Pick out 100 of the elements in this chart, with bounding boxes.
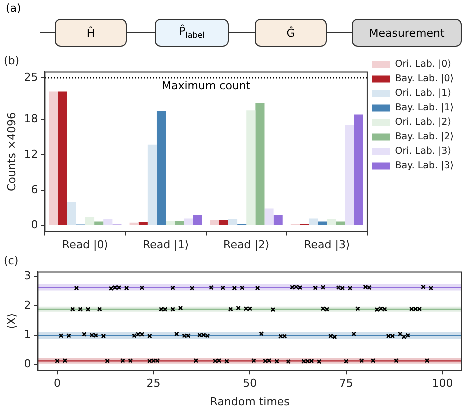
bar	[67, 202, 76, 226]
point	[186, 334, 191, 338]
point	[155, 358, 160, 364]
point	[97, 307, 102, 312]
point	[390, 334, 396, 339]
text: (a)	[6, 2, 22, 15]
point	[140, 332, 145, 337]
point	[320, 306, 326, 312]
bar	[336, 222, 346, 226]
legend-label: Bay. Lab. |2⟩	[395, 132, 454, 143]
bar	[327, 219, 336, 226]
point	[259, 331, 264, 336]
point	[170, 286, 176, 290]
y-axis-title: ⟨X⟩	[5, 313, 18, 330]
point	[136, 332, 141, 337]
bar	[175, 221, 184, 226]
y-tick-label: 25	[24, 70, 38, 84]
point	[216, 358, 222, 364]
point	[282, 334, 288, 339]
x-tick-label: 0	[54, 377, 61, 390]
point	[417, 306, 422, 312]
point	[255, 286, 260, 291]
point	[148, 358, 152, 364]
point	[198, 332, 202, 338]
point	[58, 334, 64, 338]
point	[105, 358, 110, 364]
bar	[264, 208, 274, 226]
point	[367, 285, 372, 290]
legend-label: Bay. Lab. |3⟩	[395, 160, 454, 172]
point	[424, 358, 430, 364]
bar	[246, 110, 256, 226]
point	[116, 285, 122, 290]
point	[170, 307, 176, 312]
x-tick-label: Read |1⟩	[142, 238, 190, 252]
point	[278, 334, 284, 339]
legend-label: Ori. Lab. |0⟩	[395, 59, 452, 70]
text: P̂$_{label}$	[179, 25, 205, 41]
bar	[354, 114, 364, 226]
point	[252, 358, 256, 364]
bar	[219, 220, 228, 226]
point	[248, 306, 253, 312]
point	[174, 332, 180, 337]
point	[148, 334, 152, 339]
point	[224, 359, 230, 364]
bar	[156, 111, 166, 226]
point	[386, 334, 392, 339]
point	[205, 334, 210, 338]
point	[228, 307, 234, 312]
y-tick-label: 6	[31, 183, 38, 196]
point	[348, 286, 353, 291]
point	[240, 286, 245, 290]
point	[86, 307, 91, 312]
bar	[256, 102, 265, 226]
y-tick-label: 0	[24, 358, 32, 371]
point	[359, 358, 364, 364]
bar	[274, 215, 283, 226]
point	[82, 332, 87, 337]
chart-title: (b)	[4, 54, 20, 68]
bar	[148, 144, 157, 226]
point	[232, 286, 238, 291]
y-tick-label: 0	[31, 218, 38, 232]
legend-label: Ori. Lab. |1⟩	[395, 88, 452, 100]
point	[112, 285, 118, 290]
point	[94, 333, 98, 338]
point	[298, 285, 303, 290]
point	[151, 358, 156, 364]
point	[406, 333, 410, 338]
text: Measurement	[369, 26, 445, 40]
bar	[104, 219, 113, 226]
x-tick-label: 75	[339, 377, 354, 390]
point	[356, 306, 360, 312]
bar	[58, 92, 68, 226]
x-tick-label: Read |2⟩	[224, 238, 270, 252]
point	[263, 358, 268, 364]
legend-label: Ori. Lab. |3⟩	[395, 146, 452, 158]
x-tick-label: Read |0⟩	[62, 238, 109, 252]
point	[413, 306, 418, 312]
point	[213, 358, 218, 364]
point	[74, 286, 80, 291]
x-axis-title: Random times	[210, 395, 290, 408]
point	[274, 359, 280, 364]
point	[328, 334, 334, 339]
point	[132, 334, 137, 338]
x-tick-label: Read |3⟩	[304, 238, 350, 252]
point	[344, 359, 349, 364]
point	[421, 284, 426, 290]
point	[324, 307, 330, 312]
bar	[309, 218, 318, 226]
point	[320, 285, 326, 290]
point	[378, 306, 384, 312]
point	[294, 284, 299, 290]
point	[402, 334, 407, 340]
text: Ĝ	[286, 26, 296, 40]
y-tick-label: 2	[24, 298, 32, 312]
y-tick-label: 1	[24, 328, 32, 342]
point	[209, 285, 214, 290]
point	[124, 286, 130, 291]
bar	[138, 222, 148, 226]
point	[382, 307, 388, 312]
point	[313, 286, 318, 290]
